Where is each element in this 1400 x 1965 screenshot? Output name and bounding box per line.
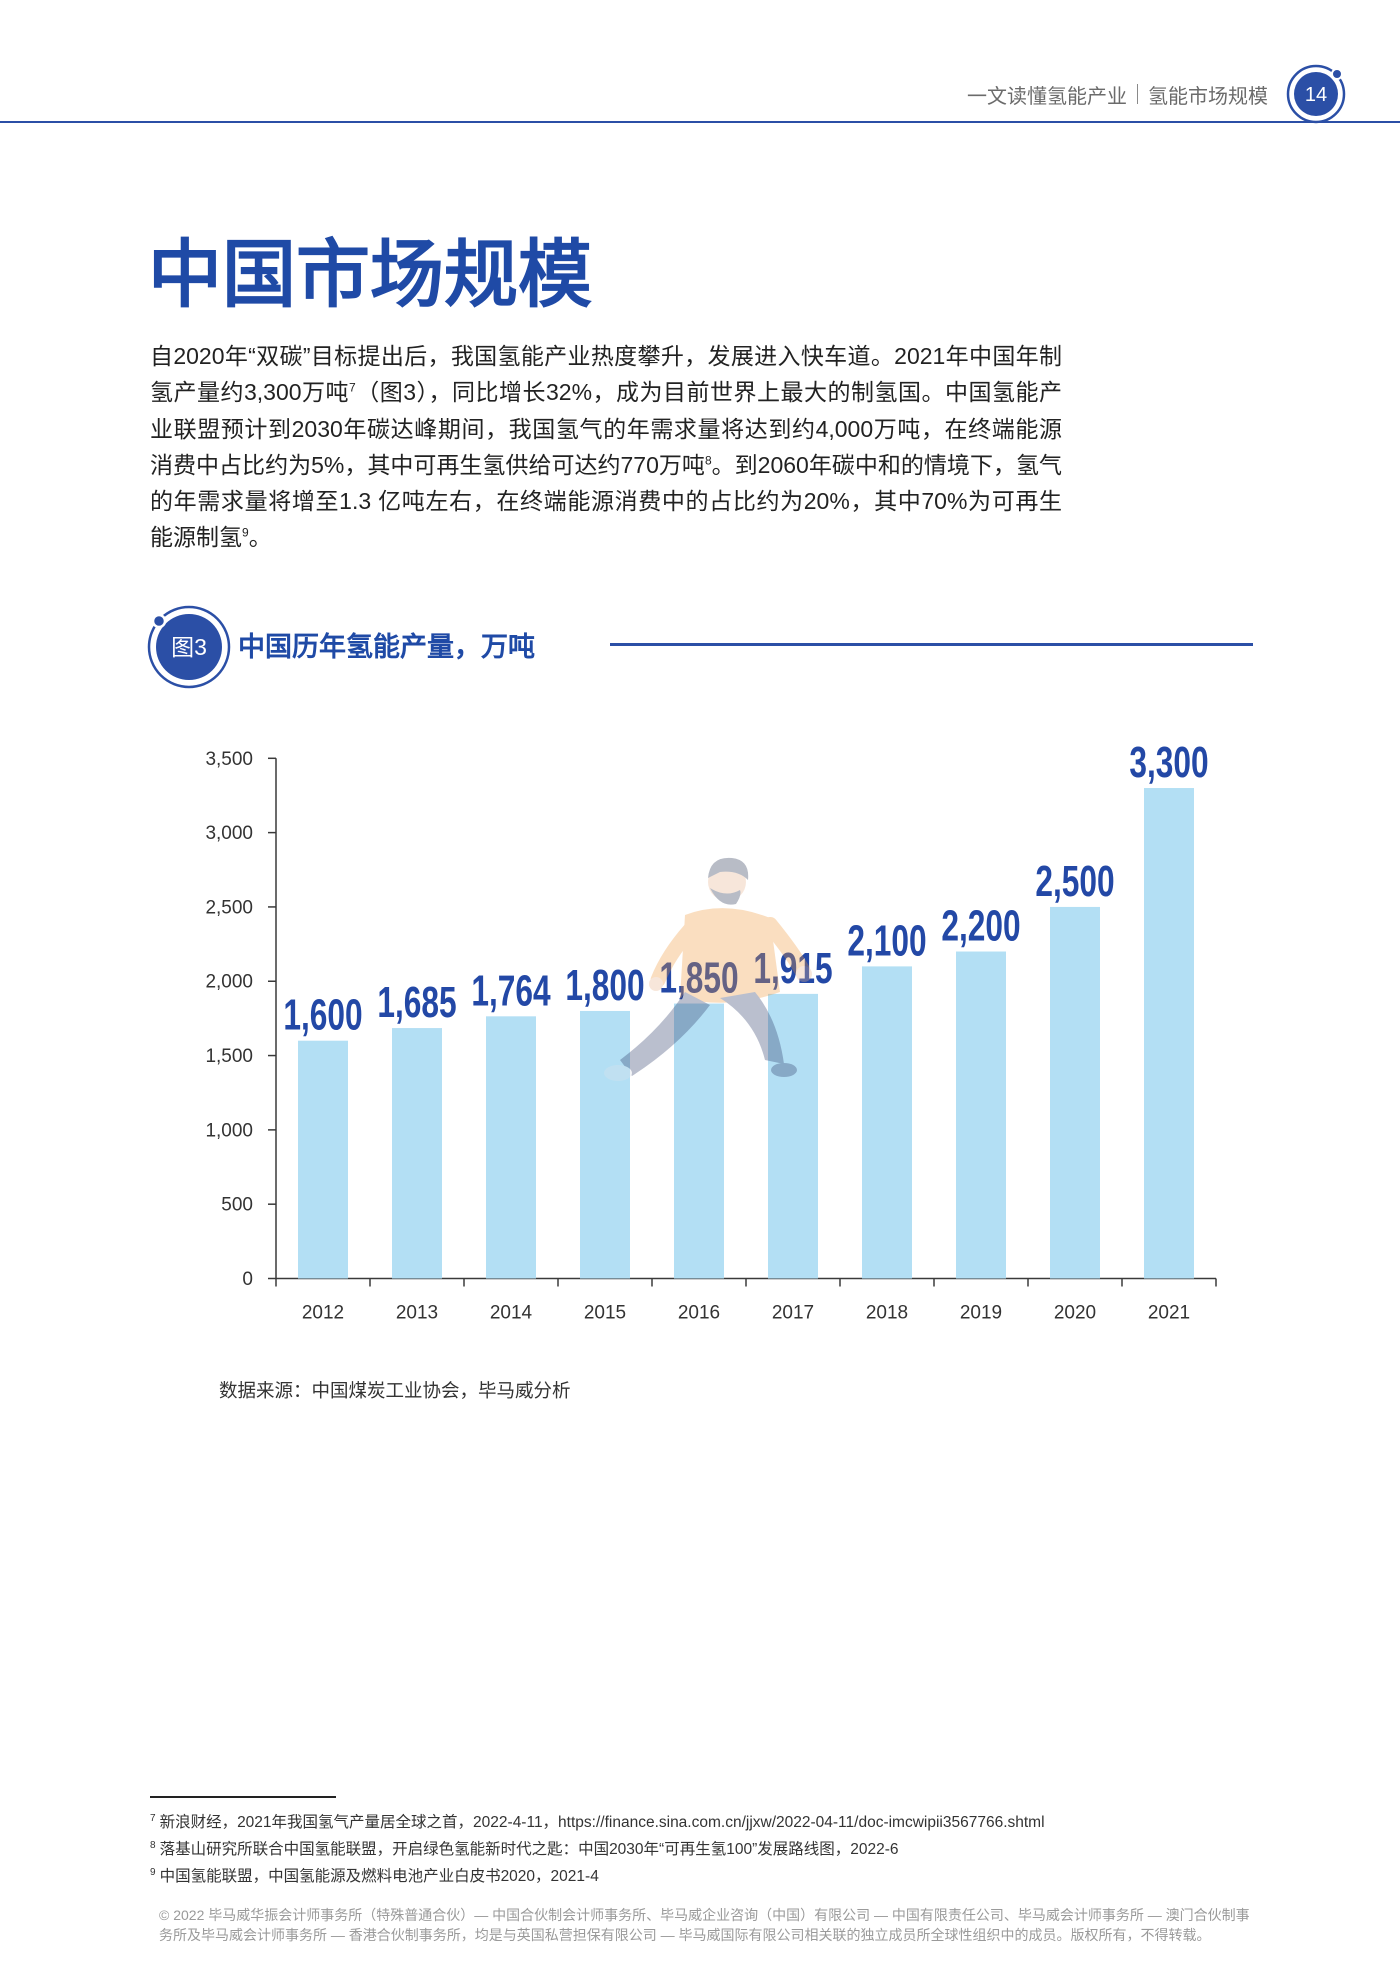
- footnote-number: 8: [150, 1839, 156, 1851]
- intro-text-3: 。到2060年碳中和的情境下，氢气的年需求量将增至1.3 亿吨左右，在终端能源消…: [150, 451, 1062, 551]
- y-tick-label: 3,500: [205, 749, 253, 770]
- figure-badge-icon: 图3: [147, 605, 231, 689]
- figure-back-leg: [620, 992, 710, 1076]
- intro-text-2: （图3），同比增长32%，成为目前世界上最大的制氢国。中国氢能产业联盟预计到20…: [150, 379, 1062, 478]
- chart-source: 数据来源：中国煤炭工业协会，毕马威分析: [219, 1380, 571, 1401]
- x-tick-label-2020: 2020: [1054, 1303, 1096, 1324]
- footnote-text: 新浪财经，2021年我国氢气产量居全球之首，2022-4-11，https://…: [159, 1814, 1045, 1831]
- header-rule: [0, 121, 1400, 123]
- x-tick-label-2021: 2021: [1148, 1303, 1190, 1324]
- bar-2019: [956, 951, 1006, 1279]
- y-tick-label: 500: [221, 1195, 253, 1216]
- footnotes: 7 新浪财经，2021年我国氢气产量居全球之首，2022-4-11，https:/…: [150, 1809, 1310, 1890]
- bar-2016: [674, 1003, 724, 1279]
- x-tick-label-2014: 2014: [490, 1303, 533, 1324]
- page-number-dot: [1331, 68, 1343, 80]
- page-number-badge: 14: [1286, 64, 1346, 124]
- bar-2017: [768, 993, 818, 1279]
- chart-bars: [298, 788, 1194, 1279]
- figure-right-arm: [762, 917, 810, 978]
- bar-2012: [298, 1040, 348, 1279]
- x-tick-label-2015: 2015: [584, 1303, 626, 1324]
- data-label-2017: 1,915: [753, 944, 832, 993]
- bar-2014: [486, 1016, 536, 1279]
- footnote-ref-9: 9: [242, 525, 249, 540]
- figure-right-hand: [796, 966, 812, 982]
- breadcrumb: 一文读懂氢能产业 氢能市场规模: [967, 81, 1268, 108]
- x-tick-label-2017: 2017: [772, 1303, 814, 1324]
- data-label-2012: 1,600: [283, 991, 362, 1040]
- footnote-item: 9 中国氢能联盟，中国氢能源及燃料电池产业白皮书2020，2021-4: [150, 1863, 1310, 1890]
- footnote-item: 8 落基山研究所联合中国氢能联盟，开启绿色氢能新时代之匙：中国2030年“可再生氢…: [150, 1836, 1310, 1863]
- x-tick-label-2018: 2018: [866, 1303, 908, 1324]
- bar-2021: [1144, 788, 1194, 1279]
- page-number: 14: [1305, 84, 1327, 106]
- figure-hair: [708, 857, 749, 880]
- y-tick-label: 2,000: [205, 972, 253, 993]
- page-title: 中国市场规模: [148, 233, 592, 316]
- figure-label: 图3: [171, 634, 207, 660]
- intro-text-4: 。: [248, 524, 272, 551]
- running-figure-illustration: [604, 857, 812, 1081]
- data-label-2018: 2,100: [847, 916, 926, 965]
- chart-title: 中国历年氢能产量，万吨: [238, 632, 535, 662]
- bar-2015: [580, 1010, 630, 1279]
- intro-paragraph: 自2020年“双碳”目标提出后，我国氢能产业热度攀升，发展进入快车道。2021年…: [150, 338, 1062, 556]
- data-label-2016: 1,850: [659, 954, 738, 1003]
- bar-2018: [862, 966, 912, 1279]
- figure-left-hand: [649, 977, 663, 991]
- data-label-2021: 3,300: [1129, 738, 1208, 787]
- breadcrumb-report-title: 一文读懂氢能产业: [967, 85, 1127, 108]
- breadcrumb-divider: [1137, 84, 1138, 104]
- footnote-ref-8: 8: [704, 453, 712, 468]
- y-tick-label: 1,000: [205, 1120, 253, 1141]
- hydrogen-production-bar-chart: 0 500 1,000 1,500 2,000 2,500 3,000 3,500 2012 20…: [205, 738, 1217, 1324]
- figure-beard: [710, 888, 741, 905]
- figure-badge-ring: [147, 605, 231, 689]
- figure-title-rule: [610, 643, 1253, 646]
- page-number-disc: [1294, 72, 1338, 116]
- figure-front-leg: [720, 992, 784, 1064]
- figure-badge-disc: [156, 614, 222, 680]
- footnote-number: 9: [150, 1866, 156, 1878]
- x-tick-label-2012: 2012: [302, 1303, 344, 1324]
- data-label-2013: 1,685: [377, 978, 456, 1027]
- y-tick-label: 1,500: [205, 1046, 253, 1067]
- x-tick-label-2016: 2016: [678, 1303, 720, 1324]
- intro-text-1: 自2020年“双碳”目标提出后，我国氢能产业热度攀升，发展进入快车道。2021年…: [150, 343, 1062, 406]
- breadcrumb-section-title: 氢能市场规模: [1148, 85, 1268, 108]
- figure-badge-dot: [151, 613, 167, 629]
- data-label-2014: 1,764: [471, 966, 551, 1015]
- data-label-2019: 2,200: [941, 901, 1020, 950]
- footnote-number: 7: [150, 1812, 156, 1824]
- data-label-2020: 2,500: [1035, 857, 1114, 906]
- footnote-text: 中国氢能联盟，中国氢能源及燃料电池产业白皮书2020，2021-4: [159, 1868, 599, 1885]
- y-tick-label: 3,000: [205, 823, 253, 844]
- footnote-text: 落基山研究所联合中国氢能联盟，开启绿色氢能新时代之匙：中国2030年“可再生氢1…: [159, 1841, 899, 1858]
- x-tick-label-2013: 2013: [396, 1303, 438, 1324]
- y-tick-label: 0: [242, 1269, 253, 1290]
- y-tick-label: 2,500: [205, 897, 253, 918]
- bar-2020: [1050, 906, 1100, 1279]
- chart-data-labels: 1,600 1,685 1,764 1,800 1,850 1,915 2,100 2,200…: [283, 738, 1208, 1040]
- data-label-2015: 1,800: [565, 961, 644, 1010]
- figure-head: [708, 863, 746, 901]
- figure-back-shoe: [604, 1065, 632, 1081]
- footnote-rule: [150, 1796, 336, 1798]
- figure-torso: [680, 908, 780, 1003]
- bar-2013: [392, 1028, 442, 1279]
- figure-left-arm: [650, 922, 698, 988]
- copyright-notice: © 2022 毕马威华振会计师事务所（特殊普通合伙）— 中国合伙制会计师事务所、…: [159, 1907, 1250, 1943]
- footnote-item: 7 新浪财经，2021年我国氢气产量居全球之首，2022-4-11，https:/…: [150, 1809, 1310, 1836]
- figure-front-shoe: [771, 1063, 797, 1077]
- x-tick-label-2019: 2019: [960, 1303, 1002, 1324]
- footnote-ref-7: 7: [349, 380, 356, 395]
